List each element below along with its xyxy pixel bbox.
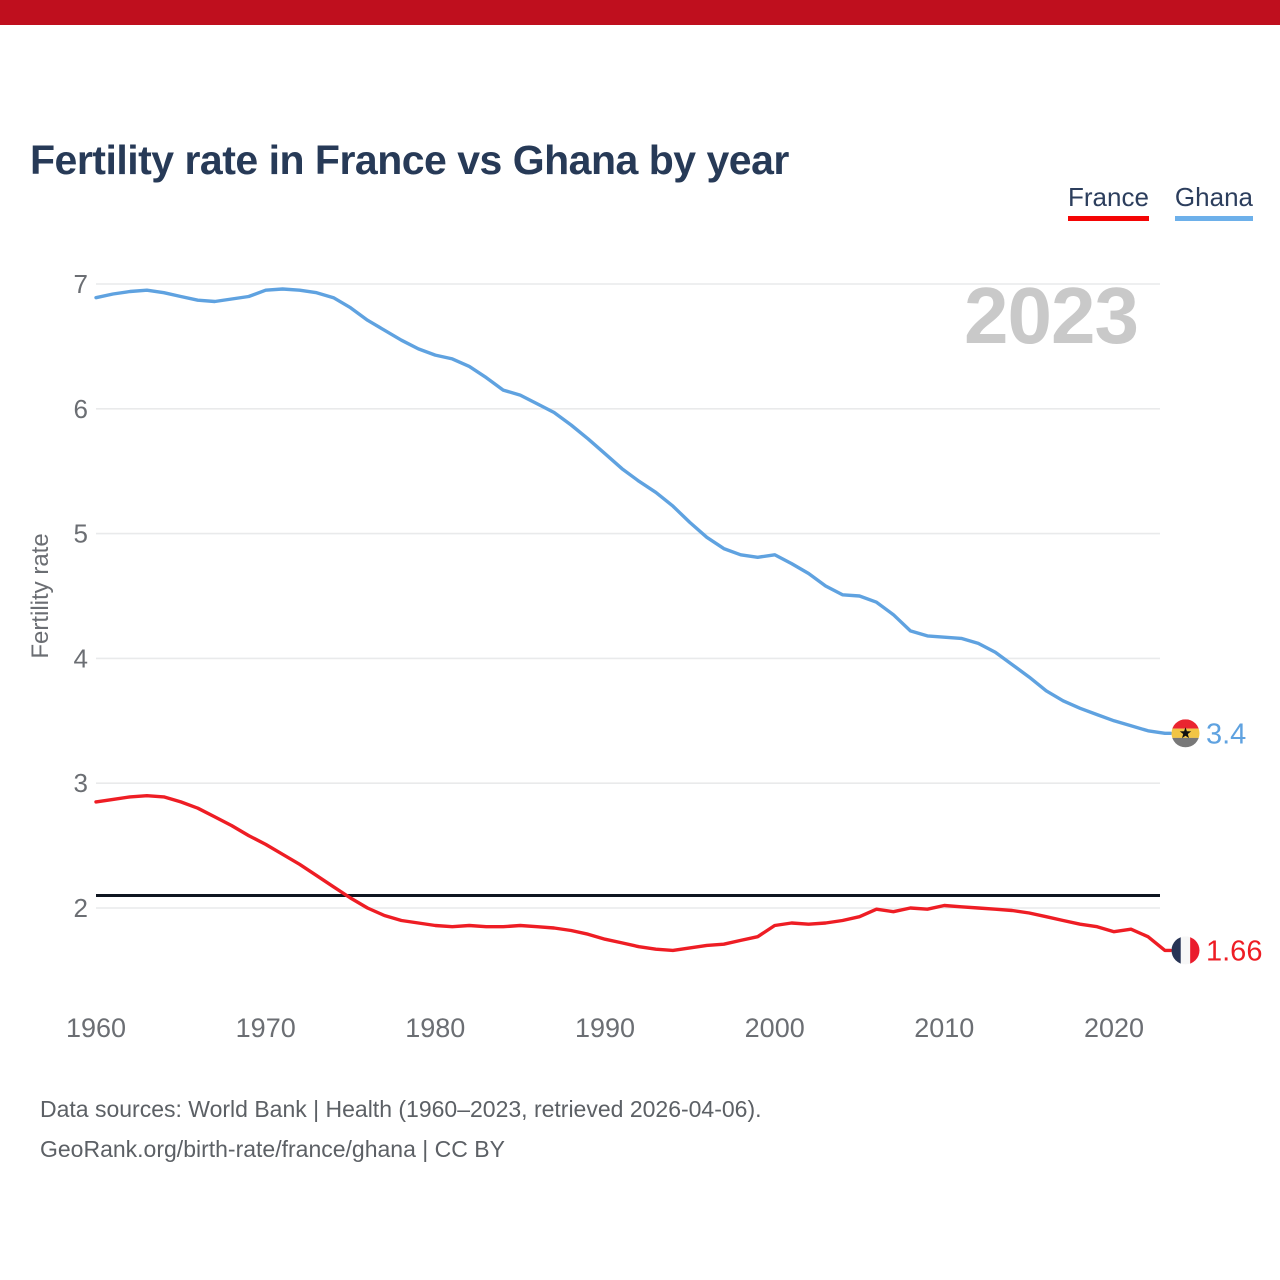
top-accent-bar [0,0,1280,25]
year-watermark: 2023 [964,271,1139,360]
y-tick-6: 6 [74,394,88,424]
y-tick-7: 7 [74,269,88,299]
x-tick-1980: 1980 [405,1013,465,1043]
x-tick-1990: 1990 [575,1013,635,1043]
ghana-end-value-label: 3.4 [1206,718,1246,750]
y-tick-5: 5 [74,519,88,549]
y-tick-2: 2 [74,893,88,923]
x-tick-2020: 2020 [1084,1013,1144,1043]
legend-underline-ghana [1174,216,1253,222]
legend-underline-france [1068,216,1149,222]
y-axis-label: Fertility rate [27,533,54,658]
france-line [94,794,1173,953]
y-tick-3: 3 [74,768,88,798]
ghana-flag-icon [1171,719,1200,748]
y-tick-4: 4 [74,643,88,673]
x-tick-1960: 1960 [66,1013,126,1043]
legend-label-france: France [1068,182,1149,212]
legend-item-france[interactable]: France [1068,182,1149,222]
legend: France Ghana [1068,182,1253,222]
x-tick-2000: 2000 [745,1013,805,1043]
footer-sources: Data sources: World Bank | Health (1960–… [40,1096,762,1122]
x-tick-1970: 1970 [236,1013,296,1043]
france-flag-icon [1171,936,1200,965]
footer-attribution: GeoRank.org/birth-rate/france/ghana | CC… [40,1136,505,1162]
legend-item-ghana[interactable]: Ghana [1174,182,1253,222]
page-title: Fertility rate in France vs Ghana by yea… [30,137,789,184]
france-end-value-label: 1.66 [1206,935,1262,967]
legend-label-ghana: Ghana [1174,182,1253,212]
footer: Data sources: World Bank | Health (1960–… [40,1089,762,1169]
x-tick-2010: 2010 [914,1013,974,1043]
